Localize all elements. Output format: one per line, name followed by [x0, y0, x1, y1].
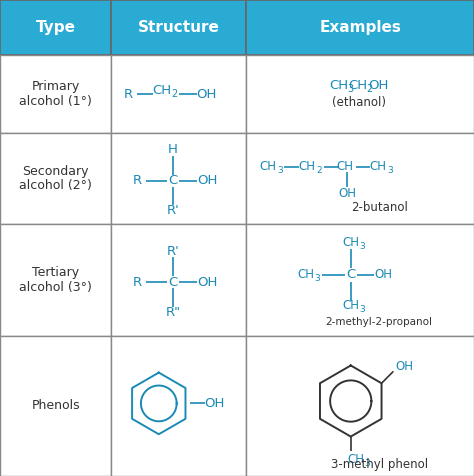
- Text: C: C: [168, 174, 178, 188]
- Bar: [246, 55, 474, 133]
- Text: OH: OH: [338, 187, 356, 200]
- Text: CH: CH: [342, 299, 359, 312]
- Text: R: R: [133, 174, 142, 188]
- Text: CH: CH: [370, 160, 387, 173]
- Text: CH: CH: [337, 160, 354, 173]
- Text: 3: 3: [360, 242, 365, 251]
- Text: 3-methyl phenol: 3-methyl phenol: [331, 457, 428, 471]
- Text: Tertiary
alcohol (3°): Tertiary alcohol (3°): [19, 266, 92, 294]
- Text: Secondary
alcohol (2°): Secondary alcohol (2°): [19, 165, 92, 192]
- Text: OH: OH: [197, 174, 217, 188]
- Text: R': R': [167, 204, 179, 218]
- Bar: [111, 55, 246, 133]
- Text: CH: CH: [348, 79, 367, 92]
- Text: OH: OH: [395, 360, 413, 373]
- Text: CH: CH: [297, 268, 314, 281]
- Text: CH: CH: [153, 84, 172, 97]
- Text: R: R: [123, 88, 133, 100]
- Text: R: R: [133, 276, 142, 288]
- Text: 2: 2: [316, 166, 322, 175]
- Text: 3: 3: [277, 166, 283, 175]
- Text: (ethanol): (ethanol): [332, 96, 386, 109]
- Text: R": R": [165, 307, 181, 319]
- Bar: [246, 336, 474, 476]
- Text: C: C: [346, 268, 356, 281]
- Bar: [111, 224, 246, 336]
- Text: Structure: Structure: [138, 20, 220, 35]
- Text: CH: CH: [299, 160, 316, 173]
- Text: R': R': [167, 245, 179, 258]
- Text: OH: OH: [196, 88, 216, 100]
- Text: Primary
alcohol (1°): Primary alcohol (1°): [19, 80, 92, 108]
- Text: Examples: Examples: [319, 20, 401, 35]
- Text: CH: CH: [342, 236, 359, 249]
- Text: 3: 3: [360, 305, 365, 314]
- Text: CH: CH: [347, 453, 364, 466]
- Bar: [0, 55, 111, 133]
- Bar: [0, 133, 111, 224]
- Text: OH: OH: [374, 268, 392, 281]
- Bar: [246, 224, 474, 336]
- Bar: [246, 0, 474, 55]
- Text: Phenols: Phenols: [31, 399, 80, 412]
- Text: 3: 3: [315, 274, 320, 283]
- Text: 3: 3: [387, 166, 393, 175]
- Text: C: C: [168, 276, 178, 288]
- Bar: [111, 336, 246, 476]
- Text: OH: OH: [368, 79, 388, 92]
- Text: 2-methyl-2-propanol: 2-methyl-2-propanol: [326, 317, 433, 327]
- Text: 2: 2: [171, 89, 177, 99]
- Bar: [0, 336, 111, 476]
- Text: OH: OH: [197, 276, 217, 288]
- Text: 2-butanol: 2-butanol: [351, 200, 408, 214]
- Text: 3: 3: [365, 459, 370, 468]
- Text: H: H: [168, 143, 178, 157]
- Text: CH: CH: [329, 79, 348, 92]
- Bar: [111, 0, 246, 55]
- Text: OH: OH: [205, 397, 225, 410]
- Text: 2: 2: [366, 84, 373, 94]
- Bar: [0, 0, 111, 55]
- Bar: [111, 133, 246, 224]
- Bar: [0, 224, 111, 336]
- Text: Type: Type: [36, 20, 76, 35]
- Text: CH: CH: [259, 160, 276, 173]
- Bar: [246, 133, 474, 224]
- Text: 3: 3: [348, 84, 354, 94]
